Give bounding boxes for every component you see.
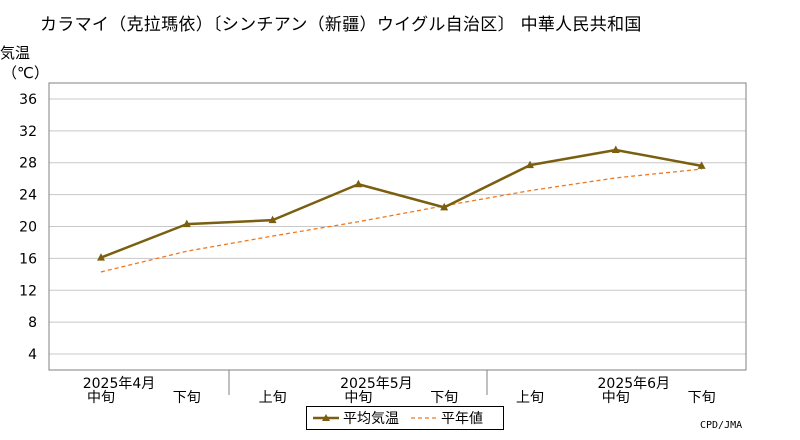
normal-series	[100, 168, 702, 273]
average-point	[440, 202, 449, 211]
month-label: 2025年6月	[598, 376, 671, 392]
month-label: 2025年4月	[83, 376, 156, 392]
credit-text: CPD/JMA	[700, 420, 743, 431]
x-tick-labels: 中旬 下旬 上旬 中旬 下旬 上旬 中旬 下旬 2025年4月 2025年5月 2025年6月	[83, 370, 716, 406]
x-tick-label: 上旬	[259, 390, 287, 406]
y-tick-label: 12	[19, 283, 37, 299]
x-tick-label: 下旬	[173, 390, 201, 406]
x-tick-label: 下旬	[430, 390, 458, 406]
legend-item-average: 平均気温	[313, 408, 399, 428]
x-tick-label: 中旬	[87, 390, 115, 406]
average-line	[100, 148, 702, 259]
y-tick-label: 36	[19, 92, 37, 108]
y-axis-label: 気温	[0, 44, 31, 62]
x-tick-label: 下旬	[688, 390, 716, 406]
y-tick-label: 8	[28, 315, 37, 331]
month-label: 2025年5月	[340, 376, 413, 392]
y-tick-label: 32	[19, 124, 37, 140]
x-tick-label: 中旬	[602, 390, 630, 406]
y-tick-label: 4	[28, 347, 37, 363]
legend-label-normal: 平年値	[441, 411, 483, 427]
y-tick-label: 24	[19, 188, 37, 204]
y-tick-label: 16	[19, 251, 37, 267]
plot-frame	[48, 82, 747, 371]
average-point	[182, 219, 191, 228]
average-point	[697, 161, 706, 169]
normal-line	[100, 168, 702, 273]
legend-label-average: 平均気温	[343, 411, 399, 427]
y-tick-label: 20	[19, 220, 37, 236]
x-tick-label: 中旬	[344, 390, 372, 406]
average-point	[526, 160, 534, 169]
average-temperature-series	[97, 145, 706, 261]
average-point	[611, 145, 620, 153]
average-point	[97, 253, 105, 261]
legend-normal-swatch	[411, 417, 437, 419]
y-tick-label: 28	[19, 156, 37, 172]
average-point	[268, 215, 277, 224]
y-axis-unit-label: （℃）	[2, 64, 49, 82]
chart-title: カラマイ（克拉瑪依）〔シンチアン（新疆）ウイグル自治区〕 中華人民共和国	[40, 15, 642, 35]
legend: 平均気温 平年値	[306, 406, 504, 430]
legend-average-swatch	[313, 414, 339, 421]
x-tick-label: 上旬	[516, 390, 544, 406]
grid-lines	[49, 98, 746, 355]
average-point	[354, 179, 363, 188]
y-tick-labels: 4 8 12 16 20 24 28 32 36	[19, 92, 37, 363]
legend-item-normal: 平年値	[411, 408, 483, 428]
